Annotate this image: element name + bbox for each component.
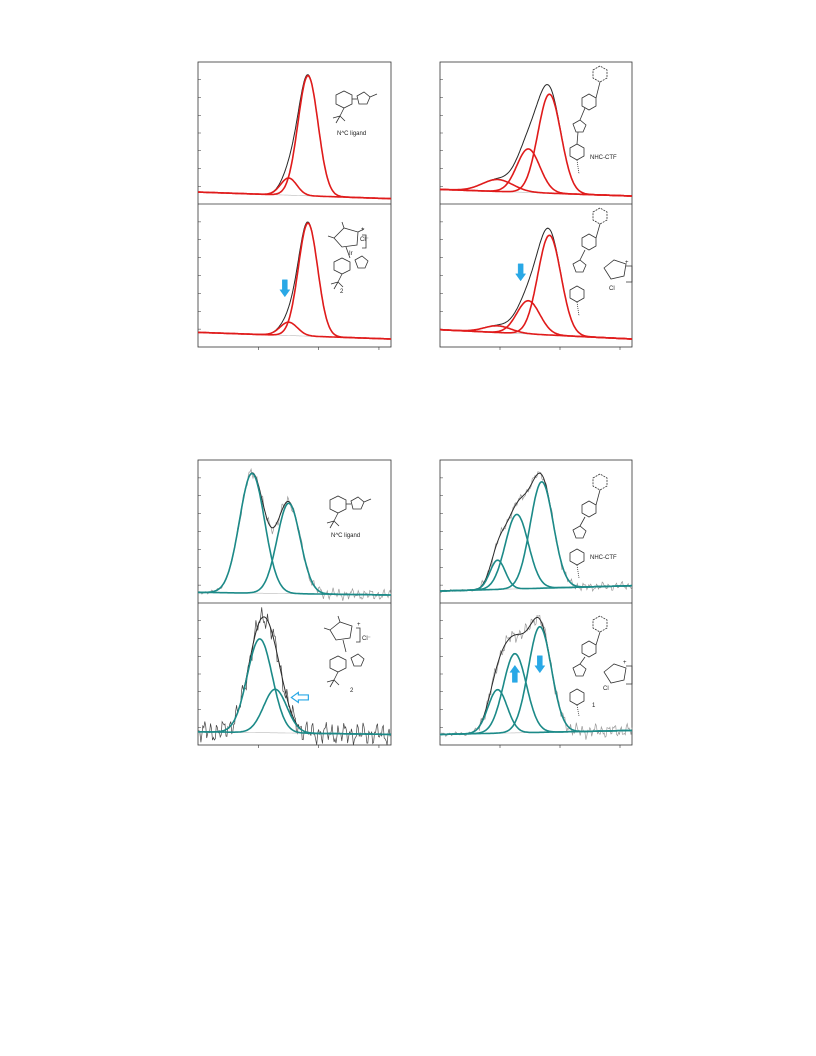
fit-peak-3 <box>440 688 633 736</box>
label-plus-top-left: + <box>361 227 365 233</box>
molecule-nc-ligand-top <box>332 90 378 124</box>
molecule-complex-1-bottom <box>569 615 633 717</box>
chart-frame <box>197 61 392 348</box>
label-cl-minus-top: Cl⁻ <box>360 237 369 243</box>
molecule-complex-2-bottom <box>323 615 365 688</box>
fit-peak-2 <box>198 321 391 340</box>
fit-peak-2 <box>440 513 632 592</box>
arrow-up-icon <box>509 664 521 683</box>
fit-peak-1 <box>198 74 392 200</box>
fit-peak-1 <box>198 472 391 596</box>
fit-peak-1 <box>440 480 632 592</box>
raw-data-line <box>439 471 633 594</box>
label-plus-bottom-right: + <box>623 660 627 666</box>
panel-lower <box>440 227 632 340</box>
panel-lower <box>198 221 391 340</box>
chart-bottom-left <box>197 459 392 748</box>
fit-peak-3 <box>440 559 632 592</box>
label-nhc-ctf-bottom: NHC-CTF <box>590 555 617 561</box>
label-cl-bottom-right: Cl <box>603 686 609 692</box>
molecule-nc-ligand-bottom <box>326 495 372 529</box>
label-nhc-ctf-top: NHC-CTF <box>590 155 617 161</box>
arrow-down-icon <box>534 655 546 674</box>
label-cl-top-right: Cl <box>609 286 615 292</box>
chart-top-right <box>439 61 633 350</box>
panel-upper <box>198 74 392 200</box>
label-plus-top-right: + <box>625 260 629 266</box>
chart-frame <box>439 61 633 348</box>
chart-bottom-right <box>439 459 633 748</box>
chart-frame <box>197 459 392 746</box>
label-complex-1-bottom: 1 <box>592 703 596 709</box>
label-ir-top: Ir <box>349 251 353 257</box>
molecule-complex-2-top <box>327 221 369 290</box>
panel-lower <box>439 614 633 740</box>
fit-peak-3 <box>439 178 632 197</box>
label-complex-2-bottom: 2 <box>350 688 354 694</box>
molecule-nhc-ctf-bottom <box>569 473 608 579</box>
label-plus-bottom-left: + <box>357 622 361 628</box>
fit-peak-2 <box>198 688 391 736</box>
panel-upper <box>439 471 633 594</box>
panel-upper <box>197 467 392 601</box>
molecule-nhc-ctf-top <box>569 65 608 175</box>
raw-data-line <box>197 467 392 601</box>
arrow-down-icon <box>279 279 291 298</box>
fit-peak-2 <box>197 502 391 596</box>
chart-frame <box>439 459 633 746</box>
molecule-sketches <box>323 65 633 717</box>
arrow-left-icon <box>290 691 309 704</box>
label-nc-ligand-bottom: N^C ligand <box>331 533 360 539</box>
envelope-line <box>440 472 632 592</box>
panel-upper <box>439 84 632 197</box>
fit-peak-2 <box>440 299 632 340</box>
arrow-down-icon <box>515 263 527 282</box>
fit-peak-1 <box>439 93 632 197</box>
fit-peak-1 <box>440 234 632 340</box>
label-nc-ligand-top: N^C ligand <box>337 131 366 137</box>
label-complex-2-top: 2 <box>340 289 344 295</box>
label-cl-minus-bottom: Cl⁻ <box>362 636 371 642</box>
raw-data-line <box>197 607 392 746</box>
chart-top-left <box>197 61 392 350</box>
plots-layer <box>197 61 633 748</box>
fit-peak-3 <box>440 325 632 340</box>
fit-peak-2 <box>198 177 392 200</box>
molecule-complex-1-top <box>569 207 633 317</box>
panel-lower <box>197 607 392 746</box>
